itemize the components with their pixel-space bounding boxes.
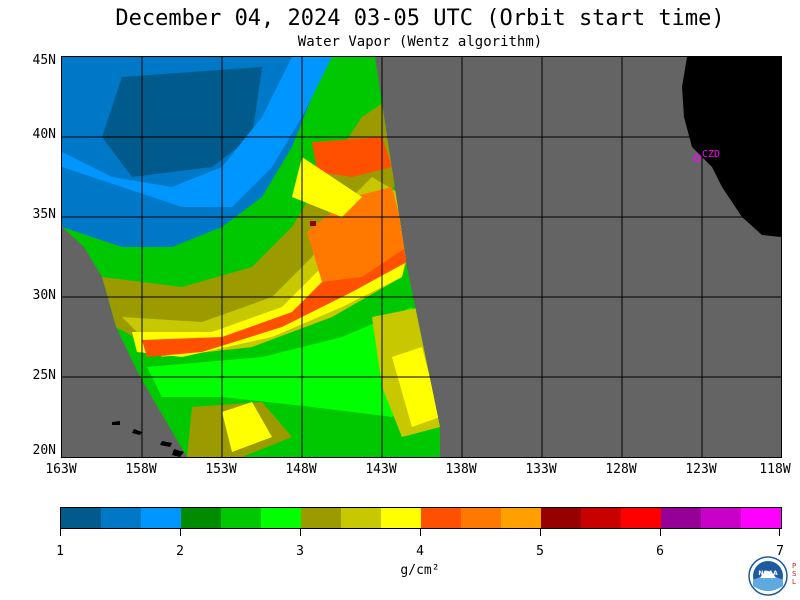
colorbar-segment <box>221 508 261 528</box>
colorbar-segment <box>261 508 301 528</box>
colorbar-tick <box>60 528 61 536</box>
satellite-swath <box>62 57 440 457</box>
psl-letter: S <box>792 570 797 578</box>
station-label: CZD <box>702 149 720 160</box>
lon-label-153w: 153W <box>205 462 237 477</box>
colorbar-segment <box>581 508 621 528</box>
colorbar-tick <box>779 528 780 536</box>
svg-text:NOAA: NOAA <box>758 570 778 577</box>
colorbar-label-2: 2 <box>176 544 184 559</box>
chart-title: December 04, 2024 03-05 UTC (Orbit start… <box>115 6 725 31</box>
psl-letter: P <box>792 562 797 570</box>
map-canvas: CZD <box>62 57 781 457</box>
island-oahu <box>132 429 142 435</box>
lon-label-118w: 118W <box>759 462 791 477</box>
noaa-logo-icon: NOAA <box>748 556 788 596</box>
colorbar-segment <box>661 508 701 528</box>
vapor-band-south-yellow <box>222 402 272 452</box>
lon-label-123w: 123W <box>685 462 717 477</box>
colorbar-label-7: 7 <box>776 544 784 559</box>
lat-label-25n: 25N <box>32 368 56 383</box>
colorbar-segment <box>141 508 181 528</box>
colorbar-tick <box>660 528 661 536</box>
colorbar-segment <box>421 508 461 528</box>
vapor-band-east-yellow <box>392 347 440 427</box>
colorbar-label-3: 3 <box>296 544 304 559</box>
colorbar-segment <box>461 508 501 528</box>
lon-label-133w: 133W <box>525 462 557 477</box>
lat-label-35n: 35N <box>32 207 56 222</box>
colorbar-tick <box>180 528 181 536</box>
island-kauai <box>112 421 120 425</box>
lon-label-158w: 158W <box>125 462 157 477</box>
psl-letter: L <box>792 578 796 586</box>
island-maui <box>160 441 172 447</box>
colorbar-segment <box>741 508 781 528</box>
vapor-band-blue <box>62 57 332 207</box>
lon-label-163w: 163W <box>45 462 77 477</box>
lat-label-40n: 40N <box>32 127 56 142</box>
colorbar-segment <box>501 508 541 528</box>
colorbar-segment <box>541 508 581 528</box>
colorbar-segment <box>61 508 101 528</box>
lat-label-30n: 30N <box>32 288 56 303</box>
colorbar-label-4: 4 <box>416 544 424 559</box>
colorbar-label-1: 1 <box>56 544 64 559</box>
colorbar-segment <box>381 508 421 528</box>
island-hawaii <box>172 449 184 457</box>
vapor-band-north-orange <box>312 137 392 177</box>
color-scale-bar <box>60 507 782 529</box>
vapor-band-north-yellow <box>292 157 362 217</box>
lon-label-128w: 128W <box>605 462 637 477</box>
colorbar-segment <box>101 508 141 528</box>
water-vapor-map: CZD <box>61 56 782 458</box>
vapor-max-spot <box>310 221 316 226</box>
vapor-band-green <box>147 307 432 417</box>
colorbar-segment <box>341 508 381 528</box>
land-california <box>682 57 781 237</box>
station-marker-icon <box>693 154 701 162</box>
colorbar-label-5: 5 <box>536 544 544 559</box>
colorbar-label-6: 6 <box>656 544 664 559</box>
colorbar-unit: g/cm² <box>400 563 440 578</box>
colorbar-tick <box>420 528 421 536</box>
colorbar-tick <box>540 528 541 536</box>
colorbar-tick <box>300 528 301 536</box>
colorbar-segment <box>181 508 221 528</box>
lon-label-138w: 138W <box>445 462 477 477</box>
colorbar-segment <box>621 508 661 528</box>
chart-subtitle: Water Vapor (Wentz algorithm) <box>297 34 543 50</box>
lat-label-45n: 45N <box>32 53 56 68</box>
colorbar-segment <box>701 508 741 528</box>
map-grid <box>62 57 781 457</box>
lon-label-143w: 143W <box>365 462 397 477</box>
lat-label-20n: 20N <box>32 443 56 458</box>
colorbar-segment <box>301 508 341 528</box>
lon-label-148w: 148W <box>285 462 317 477</box>
